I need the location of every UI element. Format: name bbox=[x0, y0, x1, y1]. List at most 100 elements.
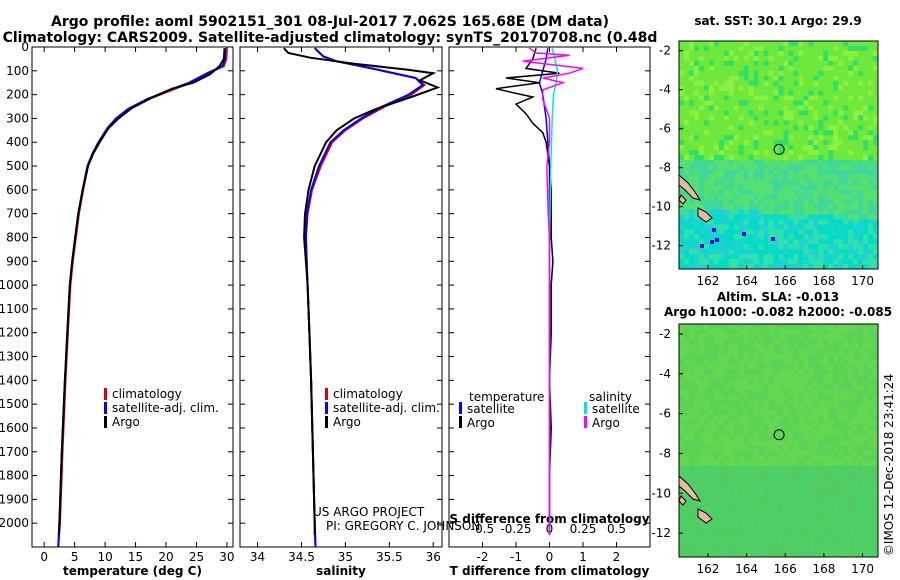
map-cell bbox=[828, 50, 834, 57]
map-cell bbox=[743, 521, 749, 527]
map-cell bbox=[853, 501, 859, 507]
map-cell bbox=[703, 45, 710, 52]
map-cell bbox=[843, 344, 849, 350]
map-cell bbox=[748, 120, 754, 126]
map-cell bbox=[798, 214, 804, 220]
map-cell bbox=[808, 254, 814, 260]
map-cell bbox=[753, 264, 759, 270]
map-title: sat. SST: 30.1 Argo: 29.9 bbox=[694, 14, 861, 28]
map-cell bbox=[723, 491, 730, 497]
y-tick-label: 1700 bbox=[0, 445, 29, 459]
map-cell bbox=[853, 511, 859, 517]
map-cell bbox=[798, 491, 804, 497]
map-cell bbox=[763, 496, 769, 502]
map-cell bbox=[783, 105, 789, 111]
map-cell bbox=[733, 420, 739, 426]
map-cell bbox=[868, 41, 874, 47]
map-cell bbox=[793, 491, 799, 497]
map-cell bbox=[853, 244, 859, 250]
map-cell bbox=[728, 50, 735, 57]
map-cell bbox=[693, 511, 700, 517]
map-cell bbox=[758, 491, 764, 497]
map-cell bbox=[763, 460, 769, 467]
map-cell bbox=[683, 551, 690, 558]
map-cell bbox=[848, 264, 854, 270]
map-cell bbox=[838, 174, 844, 181]
map-cell bbox=[848, 239, 854, 245]
map-cell bbox=[743, 249, 749, 255]
map-cell bbox=[833, 551, 839, 558]
map-cell bbox=[838, 80, 844, 86]
map-cell bbox=[803, 344, 809, 350]
map-cell bbox=[858, 425, 864, 431]
map-cell bbox=[788, 551, 794, 558]
map-cell bbox=[858, 155, 864, 161]
map-cell bbox=[848, 254, 854, 260]
map-cell bbox=[798, 70, 804, 76]
map-cell bbox=[868, 140, 874, 146]
map-cell bbox=[728, 120, 735, 126]
map-cell bbox=[853, 486, 859, 492]
map-cell bbox=[788, 420, 794, 426]
map-cell bbox=[768, 120, 774, 126]
map-cell bbox=[768, 244, 774, 250]
map-cell bbox=[783, 194, 789, 200]
map-cell bbox=[713, 229, 720, 235]
map-cell bbox=[743, 184, 749, 190]
map-cell bbox=[773, 60, 779, 67]
map-cell bbox=[838, 214, 844, 220]
map-cell bbox=[788, 470, 794, 477]
map-cell bbox=[823, 551, 829, 558]
map-cell bbox=[753, 339, 759, 345]
map-cell bbox=[788, 224, 794, 230]
map-cell bbox=[778, 334, 784, 340]
map-cell bbox=[803, 491, 809, 497]
map-cell bbox=[803, 334, 809, 340]
map-cell bbox=[818, 496, 824, 502]
map-cell bbox=[838, 511, 844, 517]
map-cell bbox=[798, 244, 804, 250]
map-cell bbox=[788, 90, 794, 96]
x2-tick-label: -0.25 bbox=[500, 522, 531, 536]
map-cell bbox=[733, 349, 739, 355]
map-cell bbox=[728, 159, 735, 166]
map-cell bbox=[803, 125, 809, 131]
map-cell bbox=[768, 435, 774, 441]
map-cell bbox=[823, 364, 829, 370]
map-cell bbox=[838, 45, 844, 52]
map-cell bbox=[758, 526, 764, 532]
map-cell bbox=[858, 541, 864, 548]
map-cell bbox=[728, 425, 735, 431]
map-cell bbox=[873, 41, 879, 47]
map-cell bbox=[803, 60, 809, 67]
map-cell bbox=[703, 410, 710, 416]
map-cell bbox=[728, 374, 735, 381]
map-cell bbox=[693, 179, 700, 186]
map-cell bbox=[693, 435, 700, 441]
map-cell bbox=[818, 194, 824, 200]
map-cell bbox=[743, 430, 749, 436]
map-cell bbox=[708, 100, 715, 106]
map-cell bbox=[748, 334, 754, 340]
map-cell bbox=[743, 394, 749, 401]
map-cell bbox=[708, 140, 715, 146]
map-cell bbox=[768, 374, 774, 381]
map-cell bbox=[853, 174, 859, 181]
map-cell bbox=[683, 80, 690, 86]
map-cell bbox=[758, 254, 764, 260]
map-cell bbox=[679, 75, 685, 81]
map-cell bbox=[778, 440, 784, 446]
map-cell bbox=[833, 244, 839, 250]
map-cell bbox=[753, 420, 759, 426]
map-cell bbox=[743, 164, 749, 171]
map-cell bbox=[818, 65, 824, 72]
map-cell bbox=[843, 364, 849, 370]
map-cell bbox=[718, 486, 725, 492]
map-cell bbox=[863, 324, 869, 330]
y-tick-label: 400 bbox=[6, 135, 29, 149]
map-cell bbox=[798, 481, 804, 487]
map-cell bbox=[683, 506, 690, 512]
map-cell bbox=[803, 339, 809, 345]
map-cell bbox=[703, 85, 710, 91]
map-cell bbox=[803, 440, 809, 446]
